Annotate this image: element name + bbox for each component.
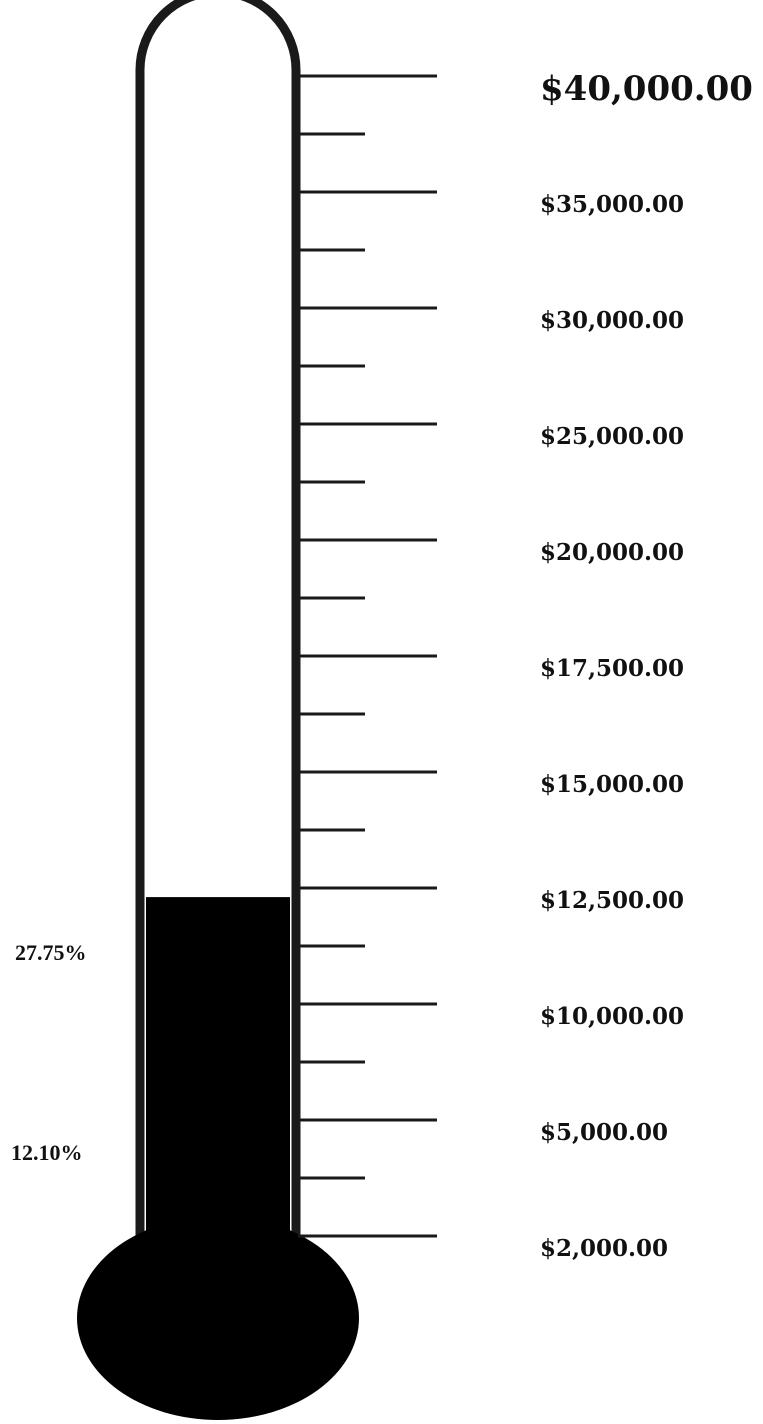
tick-label: $25,000.00 (540, 423, 684, 450)
tick-label-group: $40,000.00 $35,000.00 $30,000.00 $25,000.00… (540, 69, 753, 1262)
tick-label: $20,000.00 (540, 539, 684, 566)
mercury-column (146, 897, 290, 1270)
tick-label: $15,000.00 (540, 771, 684, 798)
tick-label: $5,000.00 (540, 1119, 668, 1146)
tick-label: $10,000.00 (540, 1003, 684, 1030)
thermometer-bulb (77, 1216, 359, 1420)
annotation-group: 27.75% 12.10% (11, 940, 87, 1165)
tick-label: $2,000.00 (540, 1235, 668, 1262)
tick-group (298, 74, 437, 1238)
percent-annotation: 27.75% (15, 940, 87, 965)
percent-annotation: 12.10% (11, 1140, 83, 1165)
tick-label: $12,500.00 (540, 887, 684, 914)
tick-label: $40,000.00 (540, 69, 753, 109)
tick-label: $35,000.00 (540, 191, 684, 218)
tick-label: $30,000.00 (540, 307, 684, 334)
tick-label: $17,500.00 (540, 655, 684, 682)
